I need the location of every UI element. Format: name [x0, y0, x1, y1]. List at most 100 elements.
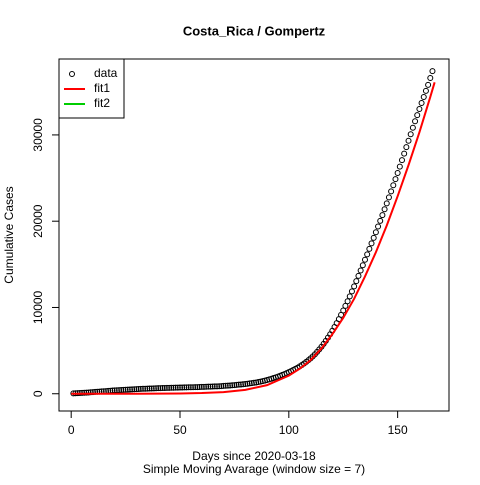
data-point	[364, 251, 371, 258]
data-point	[131, 386, 138, 393]
data-point	[207, 383, 214, 390]
x-axis-label: Days since 2020-03-18	[192, 449, 316, 463]
data-point	[174, 384, 181, 391]
data-point	[368, 240, 375, 247]
data-point	[126, 386, 133, 393]
data-point	[142, 385, 149, 392]
data-point	[153, 385, 160, 392]
chart-title: Costa_Rica / Gompertz	[183, 23, 326, 38]
data-point	[375, 223, 382, 230]
data-point	[233, 381, 240, 388]
data-point	[144, 385, 151, 392]
data-point	[214, 383, 221, 390]
data-point	[383, 200, 390, 207]
data-point	[425, 81, 432, 88]
data-point	[420, 93, 427, 100]
data-point	[253, 379, 260, 386]
legend-label: data	[94, 66, 118, 80]
data-point	[385, 194, 392, 201]
data-point	[390, 182, 397, 189]
data-point	[83, 389, 90, 396]
data-point	[135, 385, 142, 392]
data-point	[409, 124, 416, 131]
data-point	[196, 384, 203, 391]
data-point	[405, 137, 412, 144]
data-point	[205, 383, 212, 390]
data-point	[231, 382, 238, 389]
data-point	[187, 384, 194, 391]
data-point	[348, 288, 355, 295]
data-point	[209, 383, 216, 390]
fit-line	[71, 82, 436, 395]
data-point	[155, 385, 162, 392]
data-point	[372, 229, 379, 236]
data-point	[116, 387, 123, 394]
data-point	[168, 384, 175, 391]
data-point	[355, 272, 362, 279]
x-tick-label: 150	[388, 423, 408, 437]
data-point	[172, 384, 179, 391]
data-point	[185, 384, 192, 391]
subtitle: Simple Moving Avarage (window size = 7)	[143, 462, 365, 476]
data-point	[237, 381, 244, 388]
plot-frame	[58, 58, 450, 412]
data-point	[133, 386, 140, 393]
legend-swatch	[69, 71, 75, 77]
data-point	[192, 384, 199, 391]
data-point	[342, 302, 349, 309]
data-point	[177, 384, 184, 391]
data-point	[118, 386, 125, 393]
data-point	[242, 380, 249, 387]
data-point	[429, 68, 436, 75]
y-tick-label: 20000	[31, 204, 45, 238]
data-point	[251, 379, 257, 386]
data-point	[161, 384, 168, 391]
data-point	[418, 100, 425, 106]
data-point	[407, 131, 414, 138]
y-tick-label: 10000	[31, 290, 45, 324]
data-point	[222, 382, 229, 389]
data-point	[396, 163, 403, 170]
data-point	[255, 379, 262, 386]
data-point	[148, 385, 155, 392]
data-point	[340, 307, 347, 314]
data-point	[216, 383, 223, 390]
data-point	[218, 383, 225, 390]
x-tick-label: 50	[173, 423, 187, 437]
data-point	[422, 87, 429, 94]
data-point	[124, 386, 131, 393]
data-point	[181, 384, 188, 391]
data-point	[240, 381, 247, 388]
data-point	[146, 385, 153, 392]
data-point	[381, 206, 388, 213]
data-point	[361, 256, 368, 263]
data-point	[170, 384, 177, 391]
data-point	[370, 234, 377, 241]
data-point	[190, 384, 197, 391]
data-point	[166, 384, 173, 391]
legend-label: fit1	[94, 81, 110, 95]
data-point	[159, 385, 166, 392]
data-point	[224, 382, 231, 389]
data-point	[346, 293, 353, 300]
data-point	[211, 383, 218, 390]
data-point	[85, 389, 92, 396]
data-point	[220, 382, 227, 389]
data-point	[229, 382, 236, 389]
data-point	[122, 386, 129, 393]
data-point	[344, 298, 351, 305]
data-point	[379, 212, 386, 219]
data-point	[366, 245, 373, 252]
data-point	[414, 112, 421, 119]
data-point	[198, 383, 205, 390]
y-axis-label: Cumulative Cases	[2, 186, 16, 283]
legend-label: fit2	[94, 96, 110, 110]
data-point	[235, 381, 242, 388]
data-point	[394, 169, 401, 176]
data-point	[403, 144, 410, 151]
data-point	[427, 74, 434, 81]
data-point	[416, 106, 423, 113]
data-point	[227, 382, 234, 389]
